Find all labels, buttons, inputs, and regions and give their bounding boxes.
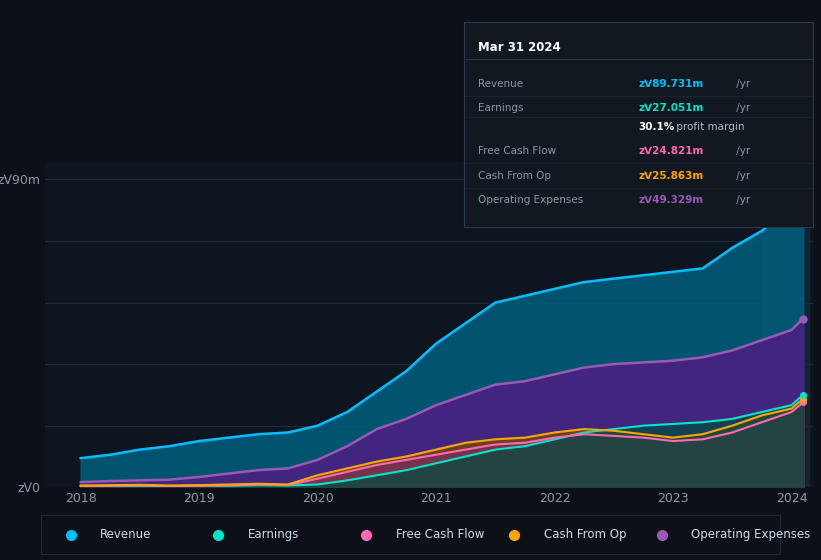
Text: zᐯ25.863m: zᐯ25.863m bbox=[639, 171, 704, 181]
Text: zᐯ49.329m: zᐯ49.329m bbox=[639, 195, 704, 205]
Bar bbox=[762, 162, 810, 487]
Text: zᐯ27.051m: zᐯ27.051m bbox=[639, 103, 704, 113]
Text: Revenue: Revenue bbox=[100, 528, 152, 542]
Text: Cash From Op: Cash From Op bbox=[544, 528, 626, 542]
Text: Mar 31 2024: Mar 31 2024 bbox=[478, 41, 561, 54]
Text: Earnings: Earnings bbox=[248, 528, 300, 542]
Text: Free Cash Flow: Free Cash Flow bbox=[478, 146, 556, 156]
Text: Free Cash Flow: Free Cash Flow bbox=[396, 528, 484, 542]
Text: profit margin: profit margin bbox=[673, 122, 745, 132]
Text: Operating Expenses: Operating Expenses bbox=[691, 528, 810, 542]
Text: Revenue: Revenue bbox=[478, 79, 523, 88]
Text: Operating Expenses: Operating Expenses bbox=[478, 195, 583, 205]
Text: /yr: /yr bbox=[732, 171, 750, 181]
Text: 30.1%: 30.1% bbox=[639, 122, 675, 132]
Text: zᐯ89.731m: zᐯ89.731m bbox=[639, 79, 704, 88]
Text: /yr: /yr bbox=[732, 103, 750, 113]
Text: zᐯ24.821m: zᐯ24.821m bbox=[639, 146, 704, 156]
Text: /yr: /yr bbox=[732, 79, 750, 88]
Text: /yr: /yr bbox=[732, 146, 750, 156]
Text: Cash From Op: Cash From Op bbox=[478, 171, 551, 181]
Text: /yr: /yr bbox=[732, 195, 750, 205]
Text: Earnings: Earnings bbox=[478, 103, 523, 113]
